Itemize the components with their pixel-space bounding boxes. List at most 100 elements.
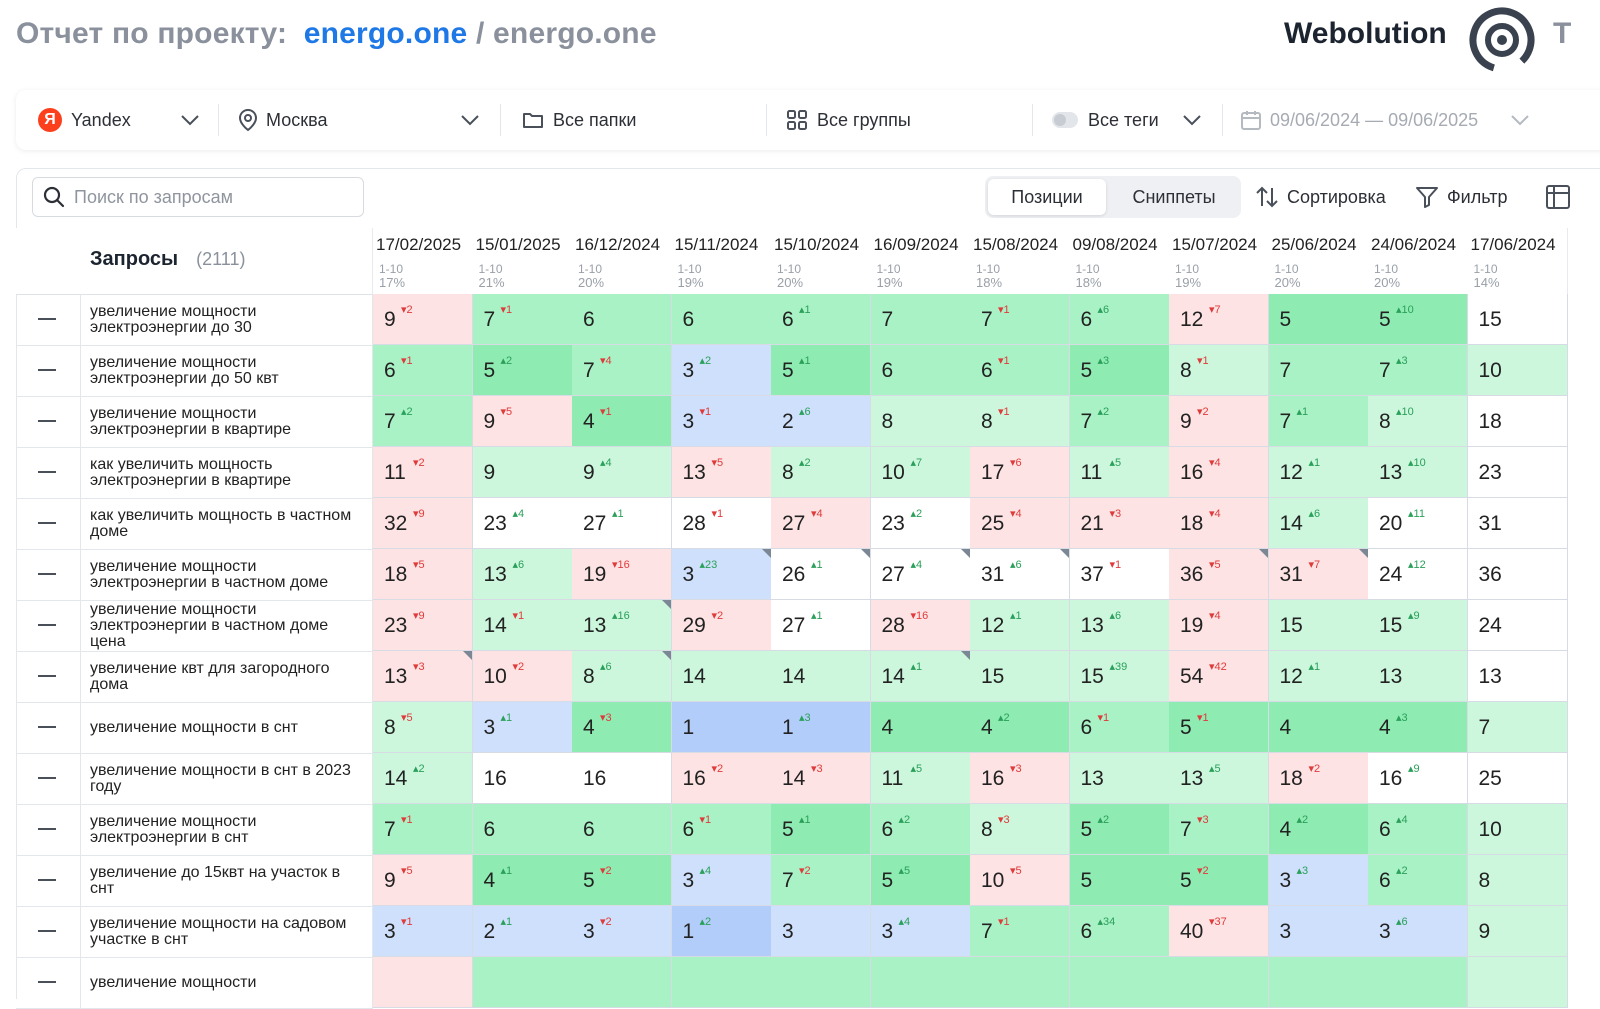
- position-cell[interactable]: [1069, 957, 1170, 1008]
- position-cell[interactable]: 9 ▾5: [472, 396, 573, 447]
- position-cell[interactable]: 4 ▴3: [1368, 702, 1468, 753]
- position-cell[interactable]: 1 ▴3: [771, 702, 871, 753]
- position-cell[interactable]: 6 ▴4: [1368, 804, 1468, 855]
- position-cell[interactable]: 27 ▾4: [771, 498, 871, 549]
- position-cell[interactable]: 14: [771, 651, 871, 702]
- position-cell[interactable]: 8 ▾5: [373, 702, 473, 753]
- position-cell[interactable]: 7: [1467, 702, 1568, 753]
- position-cell[interactable]: 13: [1467, 651, 1568, 702]
- position-cell[interactable]: 7 ▾1: [970, 294, 1070, 345]
- position-cell[interactable]: [970, 957, 1070, 1008]
- date-column-header[interactable]: 16/09/2024 1-10 19%: [870, 228, 971, 295]
- row-collapse-button[interactable]: [16, 396, 81, 448]
- position-cell[interactable]: 13 ▴6: [1069, 600, 1170, 651]
- queries-header[interactable]: Запросы (2111): [80, 228, 373, 295]
- position-cell[interactable]: 11 ▾2: [373, 447, 473, 498]
- position-cell[interactable]: 9: [472, 447, 573, 498]
- position-cell[interactable]: 5 ▴5: [870, 855, 971, 906]
- position-cell[interactable]: 13 ▴10: [1368, 447, 1468, 498]
- position-cell[interactable]: 6 ▾1: [970, 345, 1070, 396]
- date-column-header[interactable]: 24/06/2024 1-10 20%: [1368, 228, 1469, 295]
- position-cell[interactable]: 6 ▾1: [373, 345, 473, 396]
- query-cell[interactable]: как увеличить мощность в частном доме: [80, 498, 373, 550]
- position-cell[interactable]: [771, 957, 871, 1008]
- position-cell[interactable]: 14 ▴1: [870, 651, 971, 702]
- query-cell[interactable]: увеличение мощности на садовом участке в…: [80, 906, 373, 958]
- position-cell[interactable]: 7 ▾3: [1169, 804, 1269, 855]
- position-cell[interactable]: 27 ▴1: [771, 600, 871, 651]
- position-cell[interactable]: 18 ▾5: [373, 549, 473, 600]
- position-cell[interactable]: 17 ▾6: [970, 447, 1070, 498]
- position-cell[interactable]: 5: [1069, 855, 1170, 906]
- date-column-header[interactable]: 15/10/2024 1-10 20%: [771, 228, 872, 295]
- query-cell[interactable]: как увеличить мощность электроэнергии в …: [80, 447, 373, 499]
- position-cell[interactable]: 13: [1368, 651, 1468, 702]
- chevron-down-icon[interactable]: [1182, 111, 1202, 129]
- row-collapse-button[interactable]: [16, 957, 81, 1009]
- position-cell[interactable]: 12 ▾7: [1169, 294, 1269, 345]
- query-cell[interactable]: увеличение мощности: [80, 957, 373, 1009]
- position-cell[interactable]: 11 ▴5: [1069, 447, 1170, 498]
- position-cell[interactable]: [1169, 957, 1269, 1008]
- row-collapse-button[interactable]: [16, 498, 81, 550]
- position-cell[interactable]: 54 ▾42: [1169, 651, 1269, 702]
- position-cell[interactable]: 13 ▾3: [373, 651, 473, 702]
- position-cell[interactable]: 3 ▴6: [1368, 906, 1468, 957]
- position-cell[interactable]: 6: [671, 294, 772, 345]
- position-cell[interactable]: 5 ▾2: [1169, 855, 1269, 906]
- position-cell[interactable]: 37 ▾1: [1069, 549, 1170, 600]
- date-column-header[interactable]: 17/02/2025 1-10 17%: [373, 228, 474, 295]
- position-cell[interactable]: 16: [572, 753, 672, 804]
- position-cell[interactable]: 9 ▾2: [373, 294, 473, 345]
- position-cell[interactable]: 7 ▴3: [1368, 345, 1468, 396]
- position-cell[interactable]: [1467, 957, 1568, 1008]
- position-cell[interactable]: 21 ▾3: [1069, 498, 1170, 549]
- position-cell[interactable]: 23 ▴2: [870, 498, 971, 549]
- position-cell[interactable]: 1 ▴2: [671, 906, 772, 957]
- region-select[interactable]: Москва: [238, 90, 327, 150]
- query-cell[interactable]: увеличение мощности в снт в 2023 году: [80, 753, 373, 805]
- query-cell[interactable]: увеличение квт для загородного дома: [80, 651, 373, 703]
- row-collapse-button[interactable]: [16, 345, 81, 397]
- position-cell[interactable]: 9 ▾2: [1169, 396, 1269, 447]
- position-cell[interactable]: 2 ▴6: [771, 396, 871, 447]
- tags-select[interactable]: Все теги: [1052, 90, 1159, 150]
- position-cell[interactable]: 15: [970, 651, 1070, 702]
- row-collapse-button[interactable]: [16, 804, 81, 856]
- position-cell[interactable]: 19 ▾4: [1169, 600, 1269, 651]
- position-cell[interactable]: 36: [1467, 549, 1568, 600]
- position-cell[interactable]: 6 ▴1: [771, 294, 871, 345]
- position-cell[interactable]: 3 ▾2: [572, 906, 672, 957]
- position-cell[interactable]: 7: [870, 294, 971, 345]
- position-cell[interactable]: 5 ▴1: [771, 804, 871, 855]
- position-cell[interactable]: 31 ▾7: [1268, 549, 1369, 600]
- position-cell[interactable]: 5 ▴10: [1368, 294, 1468, 345]
- position-cell[interactable]: 5 ▾2: [572, 855, 672, 906]
- position-cell[interactable]: [572, 957, 672, 1008]
- position-cell[interactable]: 6: [572, 294, 672, 345]
- position-cell[interactable]: 6 ▴6: [1069, 294, 1170, 345]
- position-cell[interactable]: 26 ▴1: [771, 549, 871, 600]
- date-column-header[interactable]: 15/01/2025 1-10 21%: [472, 228, 573, 295]
- position-cell[interactable]: 19 ▾16: [572, 549, 672, 600]
- position-cell[interactable]: 5 ▾1: [1169, 702, 1269, 753]
- position-cell[interactable]: 25: [1467, 753, 1568, 804]
- groups-select[interactable]: Все группы: [786, 90, 911, 150]
- position-cell[interactable]: 14 ▾3: [771, 753, 871, 804]
- position-cell[interactable]: 5: [1268, 294, 1369, 345]
- position-cell[interactable]: 10 ▾5: [970, 855, 1070, 906]
- position-cell[interactable]: 8: [1467, 855, 1568, 906]
- position-cell[interactable]: 27 ▴4: [870, 549, 971, 600]
- position-cell[interactable]: 6: [870, 345, 971, 396]
- row-collapse-button[interactable]: [16, 906, 81, 958]
- row-collapse-button[interactable]: [16, 855, 81, 907]
- date-column-header[interactable]: 16/12/2024 1-10 20%: [572, 228, 673, 295]
- position-cell[interactable]: 3 ▾1: [671, 396, 772, 447]
- position-cell[interactable]: 4 ▾3: [572, 702, 672, 753]
- position-cell[interactable]: 24 ▴12: [1368, 549, 1468, 600]
- date-column-header[interactable]: 15/07/2024 1-10 19%: [1169, 228, 1270, 295]
- position-cell[interactable]: 3: [771, 906, 871, 957]
- row-collapse-button[interactable]: [16, 294, 81, 346]
- position-cell[interactable]: 12 ▴1: [970, 600, 1070, 651]
- tab-snippets[interactable]: Сниппеты: [1132, 187, 1216, 207]
